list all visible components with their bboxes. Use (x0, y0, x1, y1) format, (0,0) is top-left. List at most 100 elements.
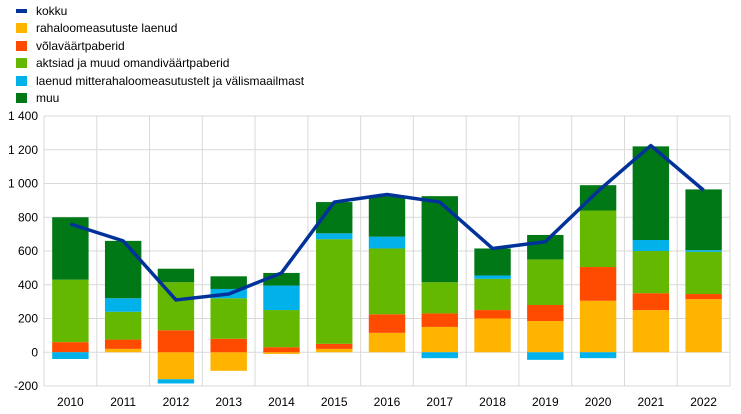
bar-segment (210, 298, 247, 339)
bar-segment (52, 279, 89, 343)
x-tick-label: 2010 (57, 395, 84, 409)
bar-segment (52, 342, 89, 353)
bar-segment (632, 310, 670, 353)
y-axis-ticks: -200 0 200 400 600 800 1 000 1 200 1 400 (8, 109, 38, 393)
y-tick-label: 600 (18, 244, 38, 258)
bar-segment (685, 251, 722, 295)
legend-swatch (16, 58, 27, 69)
bar-segment (210, 352, 247, 371)
legend-label: muu (36, 91, 60, 106)
bar-segment (157, 352, 195, 380)
bar-segment (421, 313, 458, 327)
bar-segment (579, 352, 617, 359)
total-line-path (69, 143, 705, 302)
legend-label: laenud mitterahaloomeasutustelt ja välis… (36, 73, 305, 88)
bar-segment (474, 318, 511, 353)
bar-segment (316, 239, 353, 344)
x-tick-label: 2020 (585, 395, 612, 409)
bar-segment (157, 282, 195, 331)
bar-segment (632, 293, 670, 311)
x-tick-label: 2012 (163, 395, 190, 409)
bar-segment (263, 310, 300, 348)
legend-label: rahaloomeasutuste laenud (36, 21, 178, 36)
x-tick-label: 2016 (374, 395, 401, 409)
bar-segment (527, 305, 564, 322)
bar-segment (579, 210, 617, 268)
x-tick-label: 2017 (426, 395, 453, 409)
bar-segment (316, 233, 353, 240)
legend-swatch (16, 23, 27, 34)
bar-segment (157, 268, 195, 283)
x-axis-ticks: 2010 2011 2012 2013 2014 2015 2016 2017 2018 2019… (57, 395, 717, 409)
bar-segment (157, 330, 195, 353)
legend-item: muu (8, 90, 304, 108)
bar-segment (421, 196, 458, 283)
legend-item: laenud mitterahaloomeasutustelt ja välis… (8, 72, 304, 90)
bar-segment (368, 248, 406, 315)
legend-item: rahaloomeasutuste laenud (8, 20, 304, 38)
bar-segment (104, 348, 142, 353)
bar-segment (210, 276, 247, 289)
legend-swatch (16, 93, 27, 104)
bar-segment (685, 294, 722, 300)
y-tick-label: 1 000 (8, 177, 38, 191)
bar-segment (685, 299, 722, 353)
x-tick-label: 2011 (110, 395, 136, 409)
bar-segment (685, 250, 722, 252)
bar-segment (316, 348, 353, 353)
legend-item: kokku (8, 2, 304, 20)
bar-segment (263, 352, 300, 354)
legend-swatch (16, 8, 27, 13)
bar-segment (104, 240, 142, 299)
bar-segment (421, 326, 458, 353)
bar-segment (368, 314, 406, 333)
bar-segment (632, 251, 670, 294)
x-tick-label: 2021 (637, 395, 664, 409)
bar-segment (421, 282, 458, 314)
legend-swatch (16, 75, 27, 86)
bar-segment (104, 298, 142, 312)
bars (52, 146, 722, 384)
bar-segment (474, 275, 511, 279)
bar-segment (52, 352, 89, 359)
y-tick-label: 1 200 (8, 143, 38, 157)
x-tick-label: 2013 (215, 395, 242, 409)
bar-segment (368, 236, 406, 249)
bar-segment (632, 146, 670, 241)
bar-segment (527, 321, 564, 353)
bar-segment (579, 267, 617, 301)
bar-segment (421, 352, 458, 359)
bar-segment (527, 259, 564, 305)
x-tick-label: 2019 (532, 395, 559, 409)
bar-segment (368, 196, 406, 237)
bar-segment (104, 339, 142, 349)
bar-segment (474, 310, 511, 319)
y-tick-label: -200 (14, 379, 38, 393)
bar-segment (685, 189, 722, 251)
legend-swatch (16, 40, 27, 51)
bar-segment (263, 285, 300, 311)
bar-segment (157, 379, 195, 384)
legend: kokku rahaloomeasutuste laenud võlaväärtpa… (8, 2, 304, 107)
legend-label: aktsiad ja muud omandiväärtpaberid (36, 56, 230, 71)
bar-segment (316, 343, 353, 349)
legend-label: võlaväärtpaberid (36, 38, 125, 53)
bar-segment (210, 338, 247, 353)
y-tick-label: 1 400 (8, 109, 38, 123)
y-tick-label: 400 (18, 278, 38, 292)
legend-label: kokku (36, 3, 68, 18)
legend-item: võlaväärtpaberid (8, 37, 304, 55)
x-tick-label: 2015 (321, 395, 348, 409)
y-tick-label: 0 (31, 345, 38, 359)
bar-segment (579, 300, 617, 353)
bar-segment (527, 352, 564, 360)
total-line (69, 143, 705, 302)
y-tick-label: 800 (18, 210, 38, 224)
x-tick-label: 2014 (268, 395, 295, 409)
bar-segment (368, 332, 406, 353)
y-tick-label: 200 (18, 312, 38, 326)
bar-segment (632, 240, 670, 251)
bar-segment (104, 311, 142, 340)
x-tick-label: 2022 (690, 395, 717, 409)
